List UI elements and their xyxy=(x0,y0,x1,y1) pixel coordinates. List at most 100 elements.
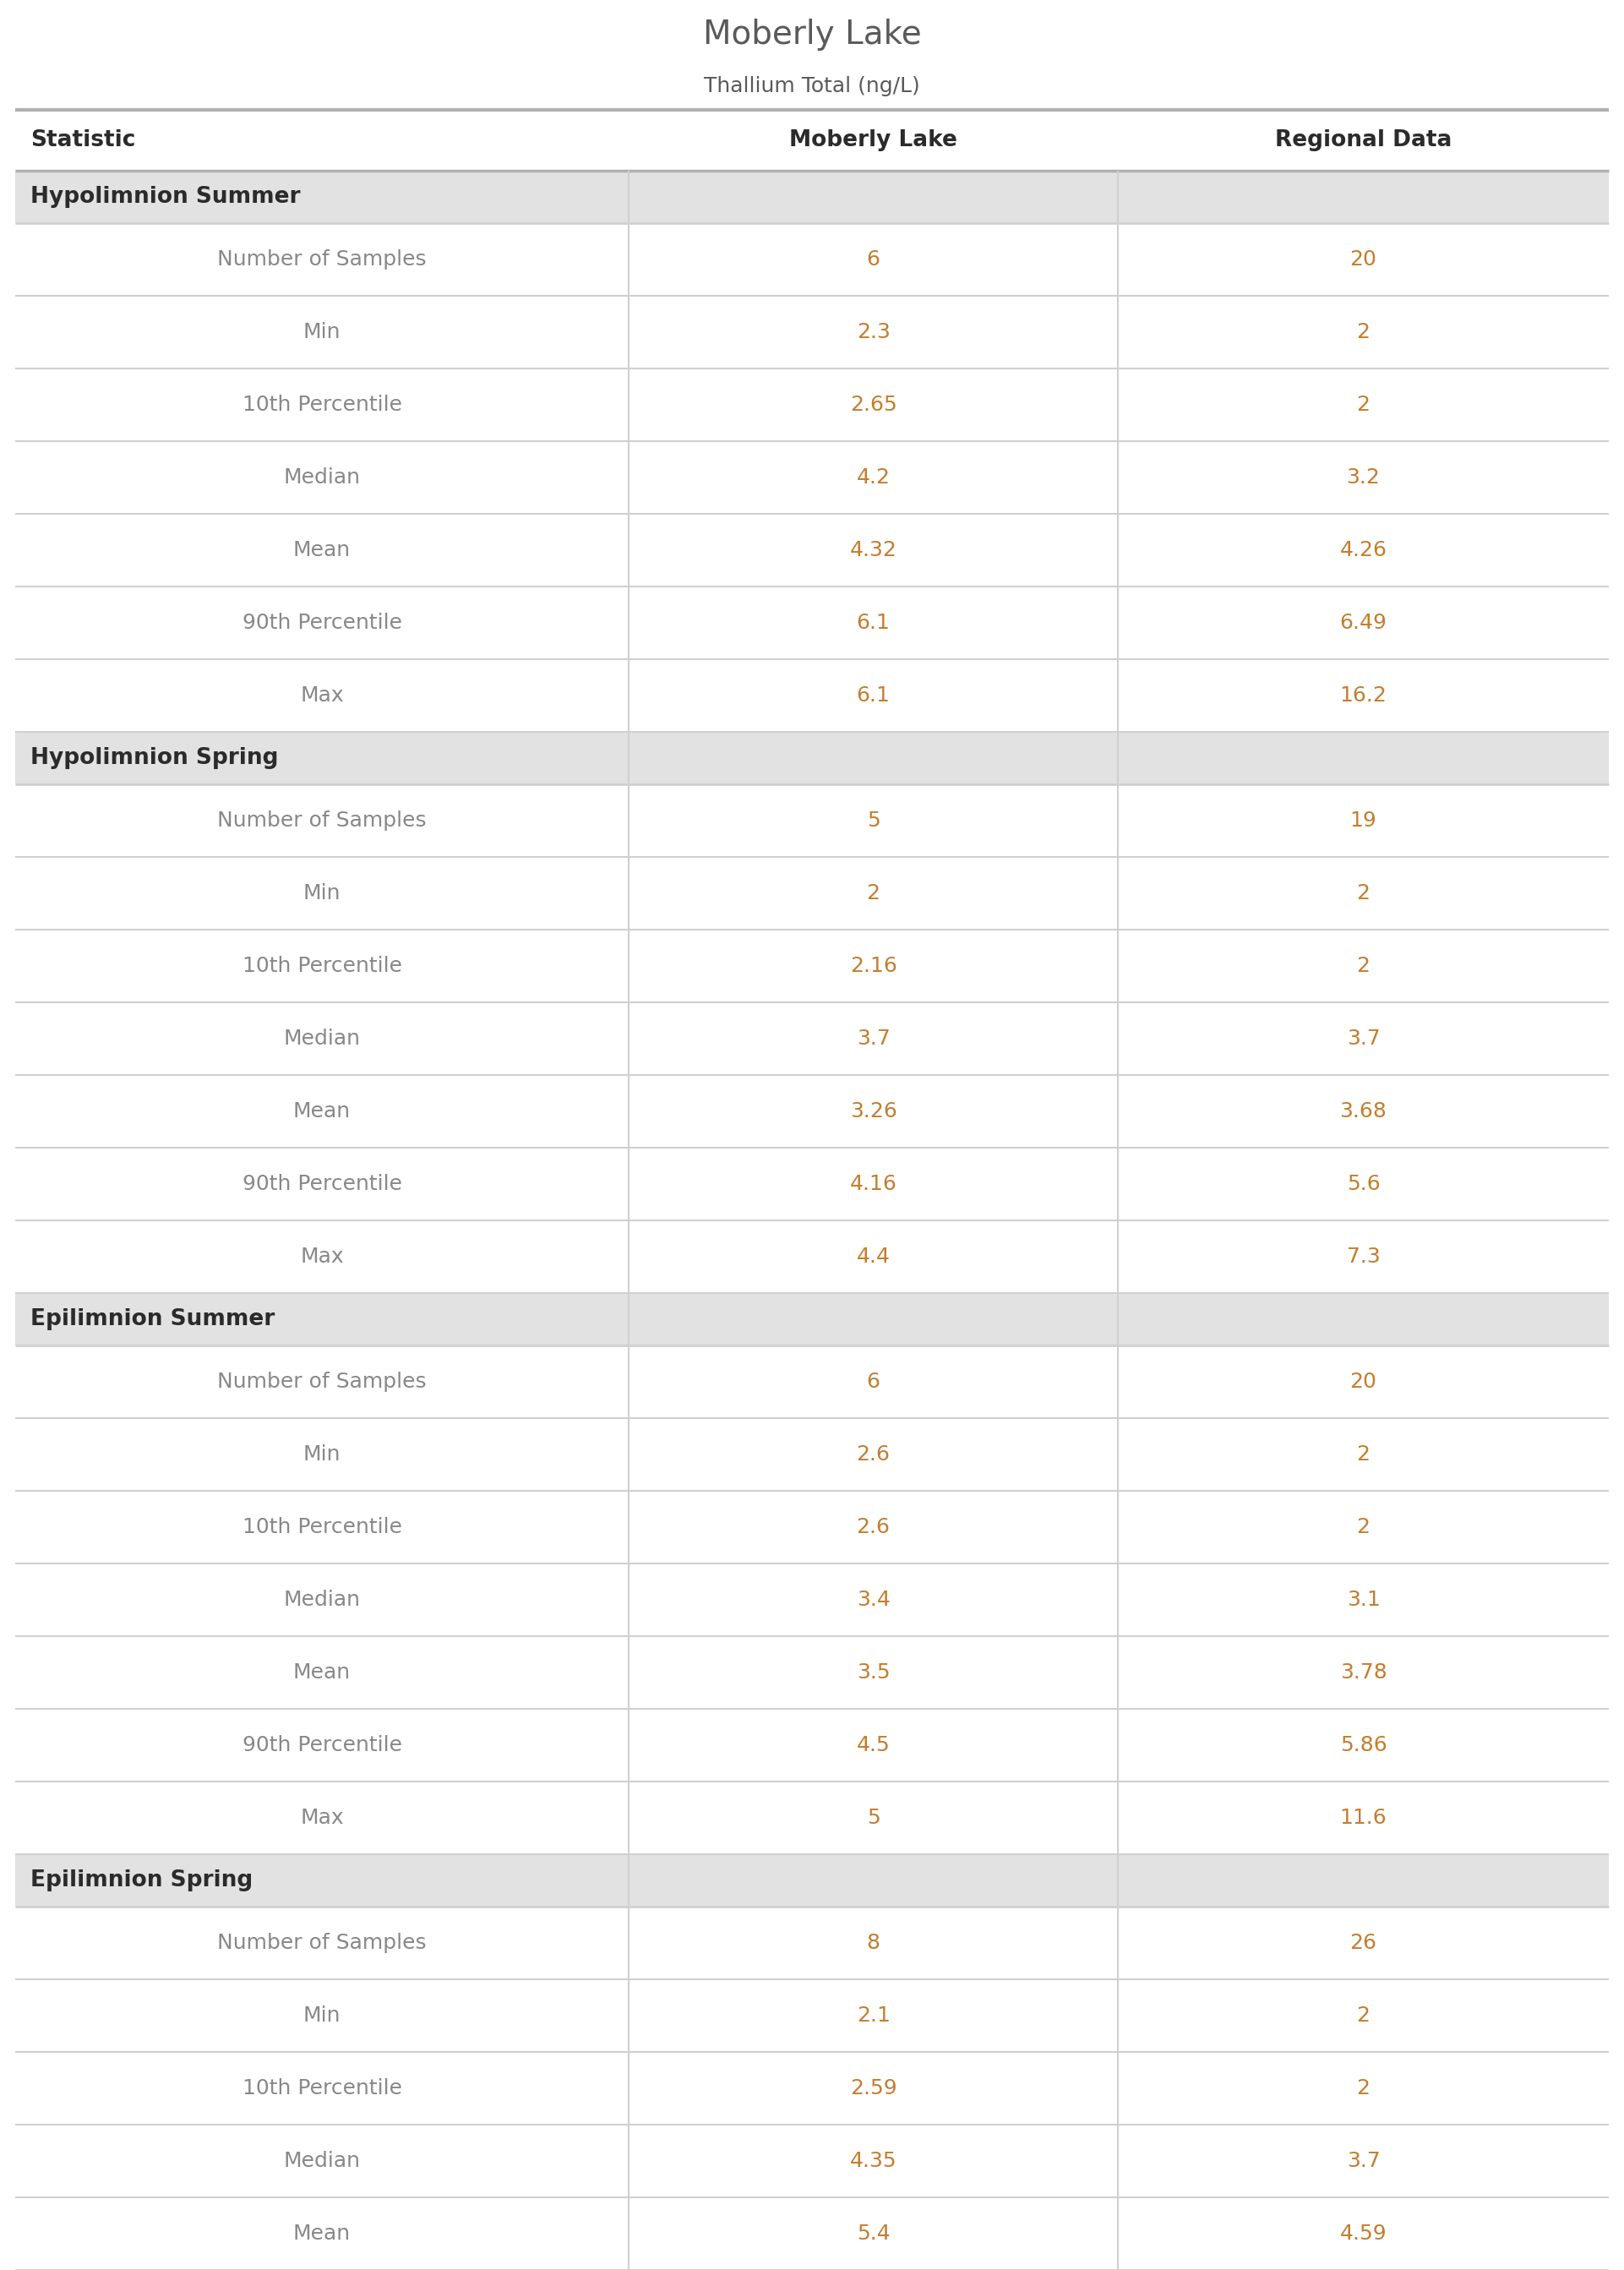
Text: 5.6: 5.6 xyxy=(1346,1174,1380,1194)
Text: Epilimnion Spring: Epilimnion Spring xyxy=(31,1870,253,1891)
Text: Median: Median xyxy=(284,2152,361,2170)
Text: Hypolimnion Spring: Hypolimnion Spring xyxy=(31,747,278,770)
Text: 2.1: 2.1 xyxy=(856,2004,890,2025)
Text: 19: 19 xyxy=(1350,810,1377,831)
Text: 2: 2 xyxy=(1356,883,1371,903)
Text: 3.5: 3.5 xyxy=(856,1662,890,1682)
Bar xyxy=(15,1221,1609,1294)
Text: 3.26: 3.26 xyxy=(849,1101,896,1121)
Text: 3.7: 3.7 xyxy=(1346,2152,1380,2170)
Text: 2: 2 xyxy=(1356,395,1371,415)
Bar xyxy=(15,658,1609,731)
Text: 6.49: 6.49 xyxy=(1340,613,1387,633)
Text: 2.6: 2.6 xyxy=(856,1444,890,1464)
Bar xyxy=(15,1637,1609,1709)
Text: 2: 2 xyxy=(1356,2077,1371,2097)
Text: 10th Percentile: 10th Percentile xyxy=(242,2077,401,2097)
Bar xyxy=(15,222,1609,295)
Text: Moberly Lake: Moberly Lake xyxy=(703,18,921,50)
Text: Number of Samples: Number of Samples xyxy=(218,1371,427,1392)
Bar xyxy=(15,1003,1609,1076)
Bar xyxy=(15,2125,1609,2197)
Text: Min: Min xyxy=(304,2004,341,2025)
Bar xyxy=(15,1491,1609,1564)
Text: Epilimnion Summer: Epilimnion Summer xyxy=(31,1308,274,1330)
Text: 6.1: 6.1 xyxy=(856,613,890,633)
Text: 8: 8 xyxy=(867,1932,880,1952)
Text: Max: Max xyxy=(300,1246,344,1267)
Text: 2: 2 xyxy=(1356,956,1371,976)
Bar xyxy=(15,2052,1609,2125)
Text: 2.16: 2.16 xyxy=(849,956,896,976)
Text: 5: 5 xyxy=(867,810,880,831)
Text: 2.59: 2.59 xyxy=(849,2077,896,2097)
Text: 5.86: 5.86 xyxy=(1340,1734,1387,1755)
Text: Min: Min xyxy=(304,883,341,903)
Text: 2: 2 xyxy=(1356,2004,1371,2025)
Text: 2: 2 xyxy=(867,883,880,903)
Text: 16.2: 16.2 xyxy=(1340,686,1387,706)
Text: 2.3: 2.3 xyxy=(856,322,890,343)
Text: 4.35: 4.35 xyxy=(849,2152,896,2170)
Bar xyxy=(15,109,1609,170)
Text: Median: Median xyxy=(284,1589,361,1609)
Bar xyxy=(0,0,1624,109)
Bar xyxy=(15,295,1609,368)
Bar xyxy=(15,440,1609,513)
Bar xyxy=(15,1346,1609,1419)
Text: 2: 2 xyxy=(1356,322,1371,343)
Text: Number of Samples: Number of Samples xyxy=(218,810,427,831)
Text: 20: 20 xyxy=(1350,250,1377,270)
Text: Max: Max xyxy=(300,1807,344,1827)
Text: 10th Percentile: 10th Percentile xyxy=(242,395,401,415)
Text: 4.2: 4.2 xyxy=(856,468,890,488)
Text: 3.7: 3.7 xyxy=(1346,1028,1380,1049)
Bar xyxy=(15,2197,1609,2270)
Bar xyxy=(15,170,1609,222)
Bar xyxy=(15,1855,1609,1907)
Text: Number of Samples: Number of Samples xyxy=(218,250,427,270)
Text: 4.4: 4.4 xyxy=(856,1246,890,1267)
Text: Max: Max xyxy=(300,686,344,706)
Bar xyxy=(15,783,1609,858)
Text: Mean: Mean xyxy=(294,2225,351,2243)
Text: 90th Percentile: 90th Percentile xyxy=(242,613,401,633)
Text: 6.1: 6.1 xyxy=(856,686,890,706)
Text: Median: Median xyxy=(284,1028,361,1049)
Bar xyxy=(15,586,1609,658)
Bar xyxy=(15,368,1609,440)
Text: 3.78: 3.78 xyxy=(1340,1662,1387,1682)
Text: Median: Median xyxy=(284,468,361,488)
Bar xyxy=(15,1294,1609,1346)
Text: 3.7: 3.7 xyxy=(856,1028,890,1049)
Text: 4.59: 4.59 xyxy=(1340,2225,1387,2243)
Text: Regional Data: Regional Data xyxy=(1275,129,1452,152)
Bar xyxy=(15,1907,1609,1979)
Text: Thallium Total (ng/L): Thallium Total (ng/L) xyxy=(703,77,921,98)
Text: 2: 2 xyxy=(1356,1444,1371,1464)
Text: 2: 2 xyxy=(1356,1516,1371,1537)
Text: Number of Samples: Number of Samples xyxy=(218,1932,427,1952)
Text: Mean: Mean xyxy=(294,540,351,561)
Text: Mean: Mean xyxy=(294,1662,351,1682)
Text: 4.5: 4.5 xyxy=(856,1734,890,1755)
Bar xyxy=(15,858,1609,931)
Bar xyxy=(15,1076,1609,1149)
Text: 3.4: 3.4 xyxy=(856,1589,890,1609)
Bar xyxy=(15,1979,1609,2052)
Text: 90th Percentile: 90th Percentile xyxy=(242,1734,401,1755)
Bar xyxy=(15,513,1609,586)
Text: Mean: Mean xyxy=(294,1101,351,1121)
Bar xyxy=(15,1709,1609,1782)
Text: Min: Min xyxy=(304,322,341,343)
Text: 3.2: 3.2 xyxy=(1346,468,1380,488)
Text: Hypolimnion Summer: Hypolimnion Summer xyxy=(31,186,300,209)
Text: 6: 6 xyxy=(867,250,880,270)
Bar xyxy=(15,731,1609,783)
Text: 2.6: 2.6 xyxy=(856,1516,890,1537)
Text: Min: Min xyxy=(304,1444,341,1464)
Text: 3.1: 3.1 xyxy=(1346,1589,1380,1609)
Text: 7.3: 7.3 xyxy=(1346,1246,1380,1267)
Text: 2.65: 2.65 xyxy=(849,395,896,415)
Bar xyxy=(15,1782,1609,1855)
